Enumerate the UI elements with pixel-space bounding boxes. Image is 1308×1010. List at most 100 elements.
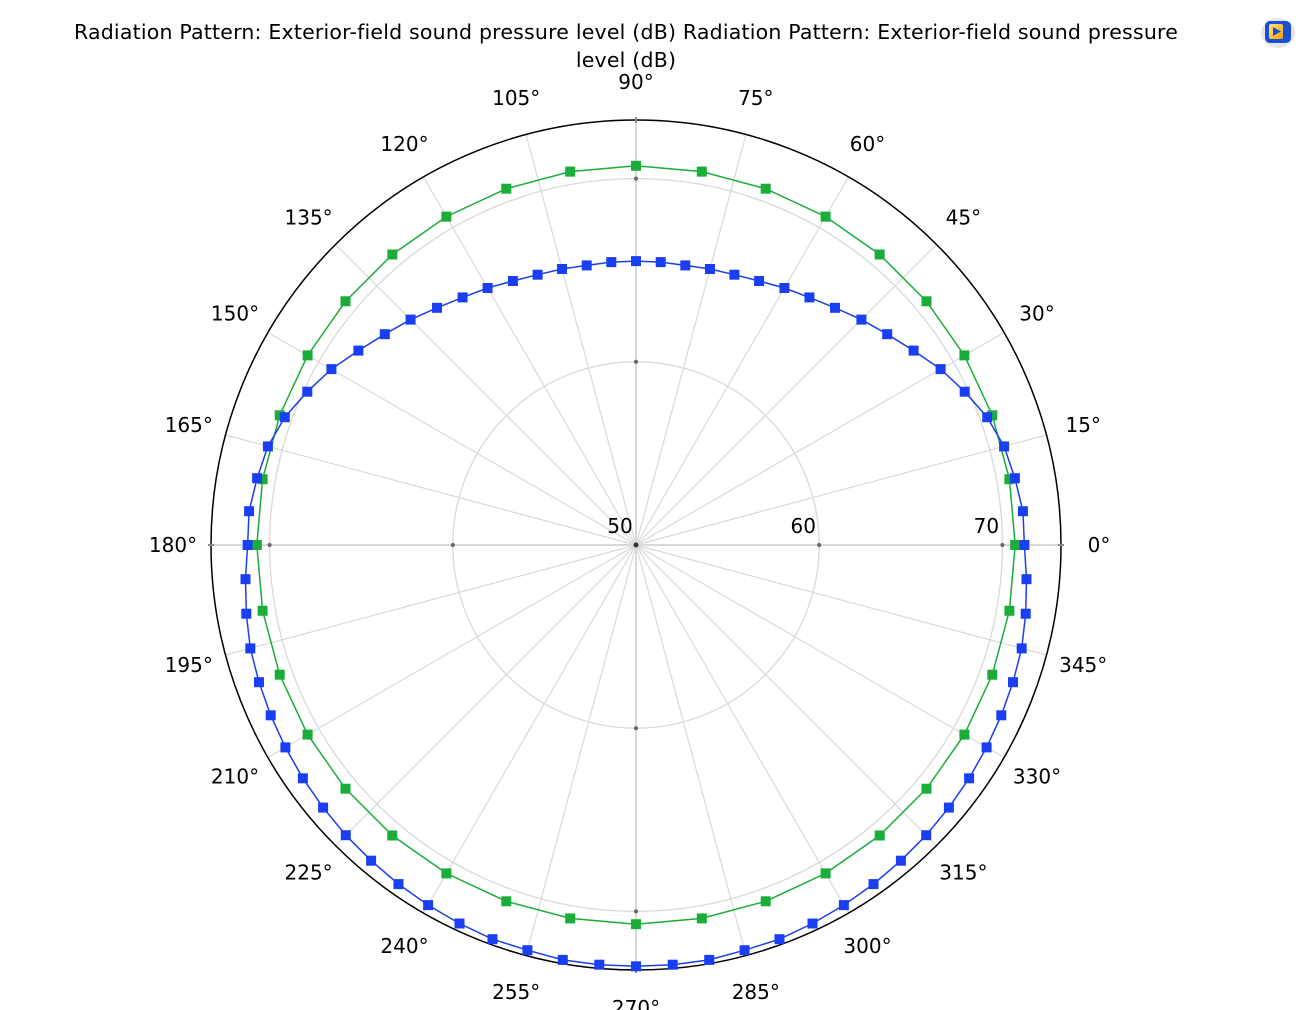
- data-point-marker: [882, 329, 893, 340]
- data-point-marker: [999, 441, 1010, 452]
- data-point-marker: [1016, 643, 1027, 654]
- data-point-marker: [379, 329, 390, 340]
- angular-grid-line: [635, 544, 850, 914]
- data-point-marker: [257, 474, 268, 485]
- radial-tick-mark: [634, 176, 638, 181]
- data-point-marker: [251, 540, 262, 550]
- data-point-marker: [262, 441, 273, 452]
- angle-tick-label: 150°: [211, 302, 259, 326]
- angle-tick-label: 105°: [492, 86, 540, 110]
- data-point-marker: [943, 802, 954, 813]
- data-point-marker: [432, 302, 442, 313]
- data-point-marker: [387, 249, 398, 260]
- angular-grid-line: [635, 544, 1047, 656]
- data-point-marker: [921, 830, 932, 841]
- data-point-marker: [302, 350, 313, 361]
- angular-grid-line: [635, 544, 1005, 759]
- radial-tick-mark: [450, 543, 455, 547]
- data-point-marker: [631, 961, 641, 972]
- chart-title: Radiation Pattern: Exterior-field sound …: [0, 18, 1252, 74]
- data-point-marker: [1020, 608, 1031, 619]
- data-point-marker: [340, 830, 351, 841]
- data-point-marker: [631, 160, 641, 171]
- angular-grid-line: [335, 244, 637, 546]
- data-point-marker: [820, 868, 831, 879]
- data-point-marker: [581, 260, 592, 271]
- data-point-marker: [279, 412, 290, 423]
- chart-title-line-2: level (dB): [575, 48, 677, 72]
- plot-window-icon[interactable]: [1258, 12, 1296, 50]
- data-point-marker: [557, 954, 568, 965]
- angular-grid-line: [635, 176, 850, 546]
- data-point-marker: [252, 473, 263, 484]
- angular-grid-line: [225, 434, 637, 546]
- data-point-marker: [631, 256, 641, 267]
- angular-grid-line: [635, 134, 747, 546]
- angle-tick-label: 285°: [732, 980, 780, 1004]
- angle-tick-label: 345°: [1059, 653, 1107, 677]
- angle-tick-label: 255°: [492, 980, 540, 1004]
- angle-tick-label: 90°: [618, 70, 653, 94]
- data-point-marker: [680, 260, 691, 271]
- data-point-marker: [982, 412, 993, 423]
- data-point-marker: [935, 364, 946, 375]
- data-point-marker: [981, 742, 992, 753]
- radial-tick-mark: [634, 726, 638, 731]
- data-point-marker: [921, 296, 932, 307]
- radial-tick-mark: [267, 543, 272, 547]
- data-point-marker: [254, 677, 264, 688]
- data-point-marker: [838, 900, 849, 911]
- data-point-marker: [874, 830, 885, 841]
- data-point-marker: [1021, 574, 1032, 585]
- angle-tick-label: 120°: [380, 132, 428, 156]
- data-point-marker: [405, 314, 416, 325]
- data-point-marker: [245, 643, 256, 654]
- radial-tick-label: 50: [607, 514, 632, 538]
- data-point-marker: [874, 249, 885, 260]
- data-point-marker: [302, 386, 313, 397]
- data-point-marker: [244, 506, 255, 517]
- angular-grid-line: [225, 544, 637, 656]
- data-point-marker: [895, 855, 906, 866]
- radial-tick-mark: [817, 543, 822, 547]
- data-point-marker: [501, 896, 512, 907]
- chart-title-line-1: Radiation Pattern: Exterior-field sound …: [73, 20, 1179, 44]
- data-point-marker: [242, 540, 253, 550]
- data-point-marker: [1004, 474, 1015, 485]
- data-point-marker: [423, 900, 434, 911]
- data-point-marker: [820, 211, 831, 222]
- radial-tick-mark: [1000, 543, 1005, 547]
- data-point-marker: [326, 364, 337, 375]
- data-point-marker: [705, 264, 715, 274]
- data-point-marker: [441, 211, 452, 222]
- data-point-marker: [760, 183, 771, 194]
- data-point-marker: [987, 669, 998, 680]
- data-point-marker: [265, 710, 276, 721]
- data-point-marker: [240, 574, 251, 585]
- data-point-marker: [987, 410, 998, 421]
- data-point-marker: [739, 945, 750, 956]
- data-point-marker: [631, 919, 641, 930]
- data-point-marker: [441, 868, 452, 879]
- data-point-marker: [393, 879, 404, 890]
- radial-tick-mark: [634, 359, 638, 364]
- data-point-marker: [487, 934, 498, 945]
- angular-grid-line: [525, 544, 637, 956]
- series-layer: [240, 160, 1032, 972]
- data-point-marker: [340, 783, 351, 794]
- data-point-marker: [760, 896, 771, 907]
- data-point-marker: [482, 283, 493, 293]
- data-point-marker: [856, 314, 867, 325]
- data-point-marker: [454, 918, 465, 929]
- data-point-marker: [1009, 473, 1020, 484]
- data-point-marker: [704, 954, 715, 965]
- data-point-marker: [729, 269, 740, 280]
- data-point-marker: [565, 913, 576, 924]
- data-point-marker: [274, 669, 285, 680]
- radial-tick-label: 70: [974, 514, 999, 538]
- data-point-marker: [1019, 540, 1030, 550]
- data-point-marker: [1004, 605, 1015, 616]
- data-point-marker: [594, 959, 605, 970]
- series-green: [251, 160, 1021, 930]
- data-point-marker: [807, 918, 818, 929]
